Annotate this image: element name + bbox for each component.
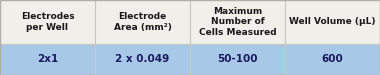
Bar: [285, 0, 380, 44]
Text: 2x1: 2x1: [37, 54, 58, 64]
Bar: [0, 44, 95, 75]
Text: 50-100: 50-100: [217, 54, 258, 64]
Text: Electrode
Area (mm²): Electrode Area (mm²): [114, 12, 171, 32]
Bar: [95, 0, 190, 44]
Text: Electrodes
per Well: Electrodes per Well: [21, 12, 74, 32]
Bar: [285, 44, 380, 75]
Text: Well Volume (μL): Well Volume (μL): [289, 17, 376, 26]
Text: 2 x 0.049: 2 x 0.049: [116, 54, 169, 64]
Bar: [95, 44, 190, 75]
Bar: [190, 44, 285, 75]
Text: 600: 600: [321, 54, 344, 64]
Bar: [190, 0, 285, 44]
Text: Maximum
Number of
Cells Measured: Maximum Number of Cells Measured: [199, 7, 276, 37]
Bar: [0, 0, 95, 44]
